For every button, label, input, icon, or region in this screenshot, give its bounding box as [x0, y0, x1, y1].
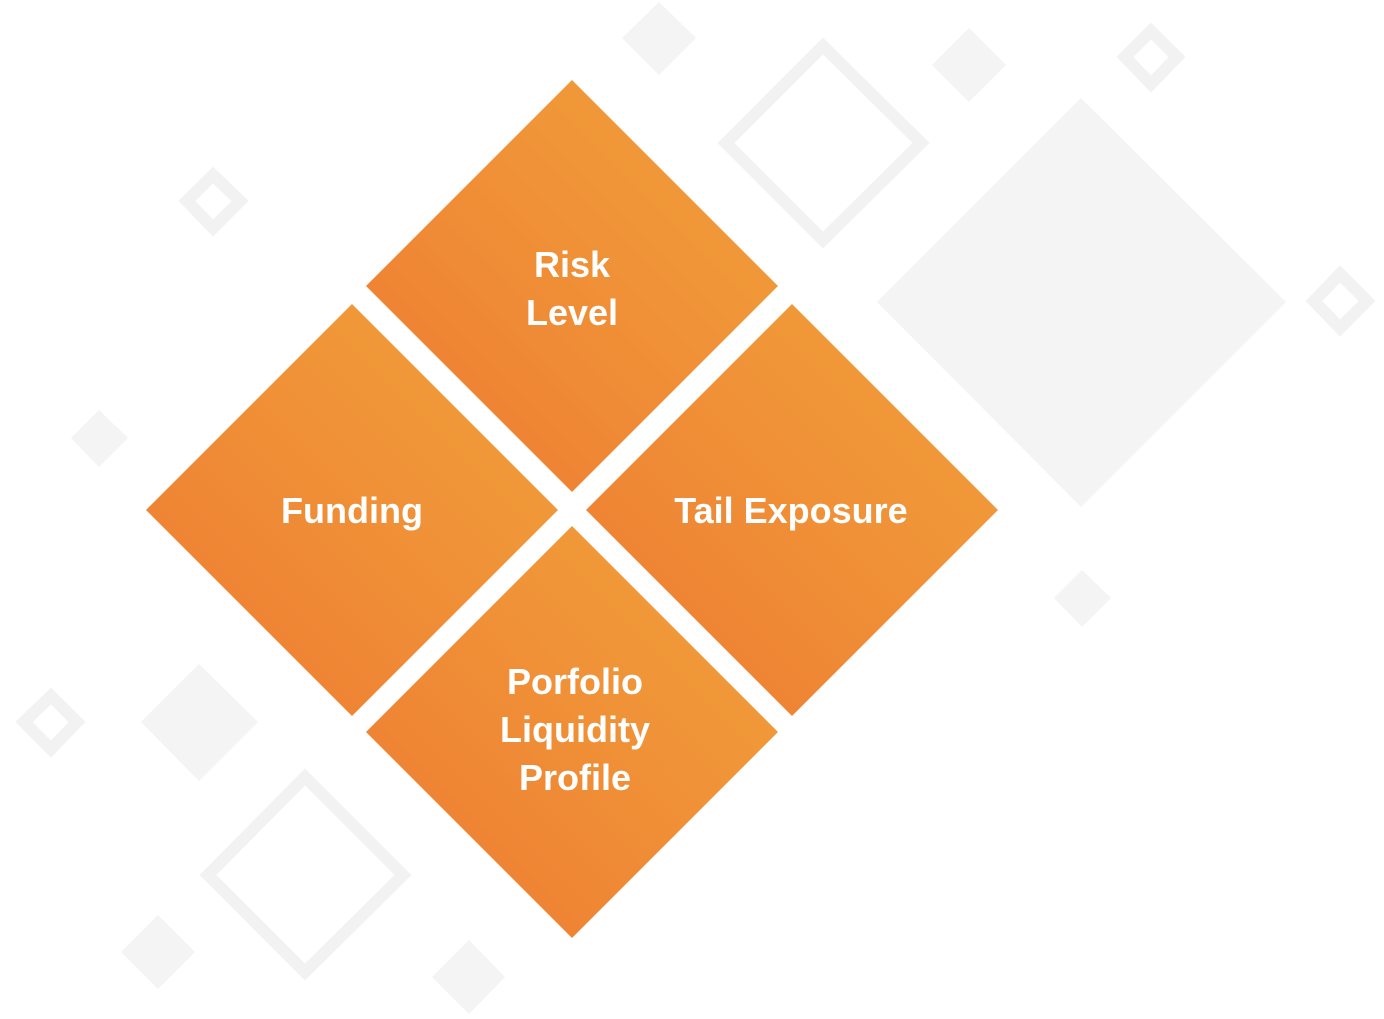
- quadrant-bottom-label-line: Profile: [519, 757, 631, 798]
- quadrant-right-label: Tail Exposure: [674, 490, 907, 531]
- quadrant-bottom-label-line: Porfolio: [507, 661, 643, 702]
- quadrant-bottom: Porfolio Liquidity Profile: [366, 526, 778, 938]
- quadrant-bottom-label-line: Liquidity: [500, 709, 650, 750]
- decor-diamond-outline: [15, 687, 86, 758]
- decor-diamond-outline: [1116, 22, 1186, 93]
- decor-diamond-outline: [717, 37, 930, 249]
- decor-diamond-small: [121, 915, 195, 989]
- quadrant-bottom-shape: [366, 526, 778, 938]
- quadrant-top-label: Risk Level: [526, 244, 618, 333]
- quadrant-top-shape: [366, 80, 778, 492]
- quadrant-bottom-label: Porfolio Liquidity Profile: [500, 661, 650, 798]
- quadrant-left-label-line: Funding: [281, 490, 423, 531]
- decor-diamond-large: [877, 98, 1286, 507]
- decor-diamond-outline: [199, 768, 412, 981]
- decor-diamond-small: [1054, 570, 1111, 627]
- background-decoration: [15, 2, 1376, 1014]
- quadrant-right: Tail Exposure: [586, 304, 998, 716]
- quadrant-grid: Risk Level Funding Tail Exposure Porfolio…: [146, 80, 998, 938]
- quadrant-left-shape: [146, 304, 558, 716]
- quadrant-left-label: Funding: [281, 490, 423, 531]
- decor-diamond-small: [432, 940, 505, 1014]
- quadrant-top-label-line: Risk: [534, 244, 611, 285]
- quadrant-right-label-line: Tail Exposure: [674, 490, 907, 531]
- decor-diamond-small: [622, 2, 696, 75]
- quadrant-left: Funding: [146, 304, 558, 716]
- quadrant-top-label-line: Level: [526, 292, 618, 333]
- quadrant-top: Risk Level: [366, 80, 778, 492]
- quadrant-right-shape: [586, 304, 998, 716]
- decor-diamond-small: [932, 28, 1006, 102]
- decor-diamond-outline: [178, 166, 249, 237]
- decor-diamond-outline: [1305, 265, 1376, 337]
- decor-diamond-medium: [141, 664, 258, 781]
- decor-diamond-small: [71, 410, 128, 467]
